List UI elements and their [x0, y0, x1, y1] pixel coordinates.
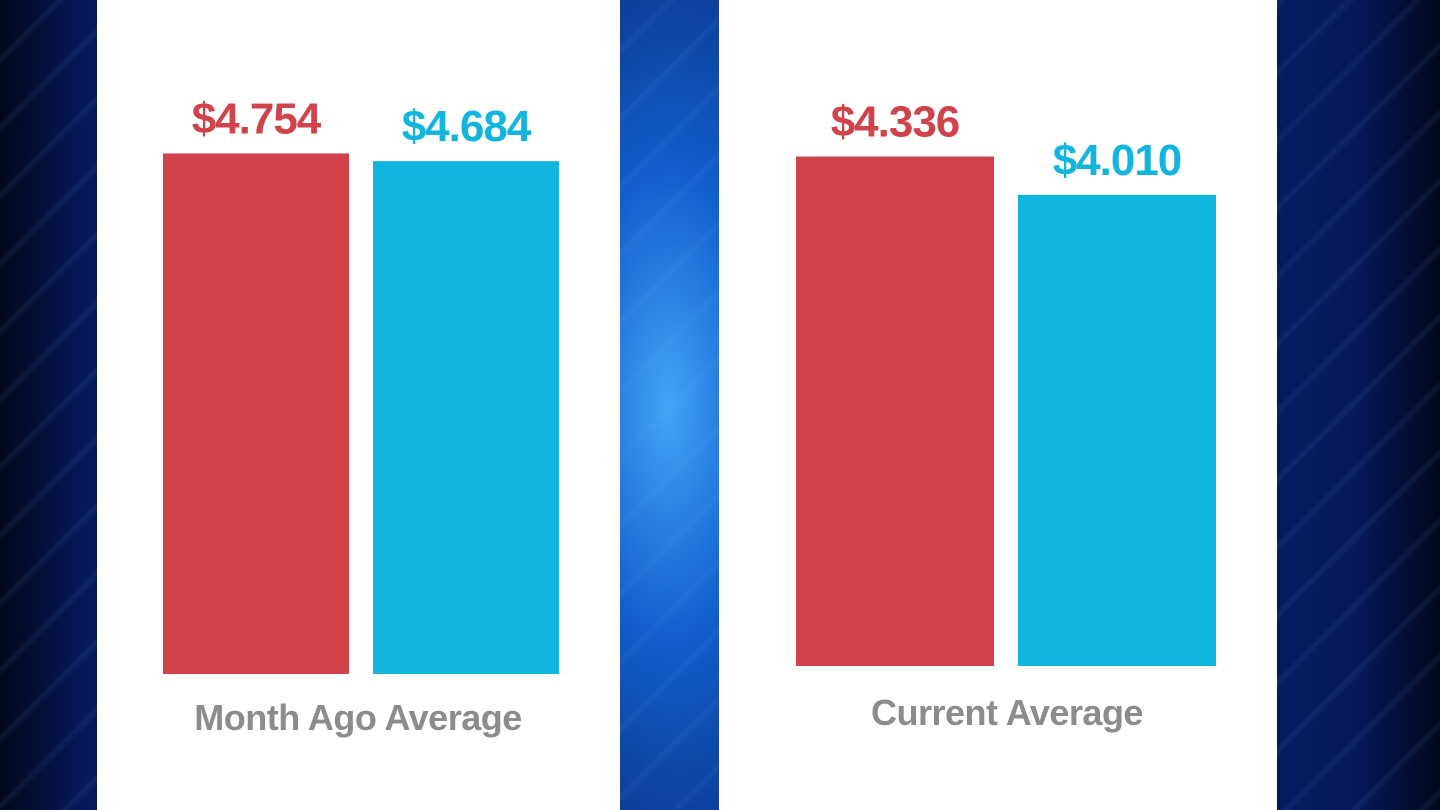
current-bar-2: [1018, 194, 1216, 666]
current-bar-1-value-label: $4.336: [831, 98, 960, 147]
month-ago-bar-1-value-label: $4.754: [192, 94, 322, 143]
month-ago-category-label: Month Ago Average: [194, 697, 522, 738]
month-ago-bar-2-value-label: $4.684: [402, 102, 532, 151]
current-bar-1: [796, 156, 994, 666]
current-category-label: Current Average: [871, 692, 1143, 733]
current-chart: $4.336 $4.010 Current Average: [796, 98, 1216, 733]
month-ago-panel: $4.754 $4.684 Month Ago Average: [97, 0, 620, 810]
current-panel: $4.336 $4.010 Current Average: [719, 0, 1277, 810]
month-ago-bar-1: [163, 153, 349, 674]
month-ago-bar-2: [373, 161, 559, 675]
month-ago-chart: $4.754 $4.684 Month Ago Average: [163, 94, 559, 738]
current-bar-2-value-label: $4.010: [1053, 136, 1182, 185]
